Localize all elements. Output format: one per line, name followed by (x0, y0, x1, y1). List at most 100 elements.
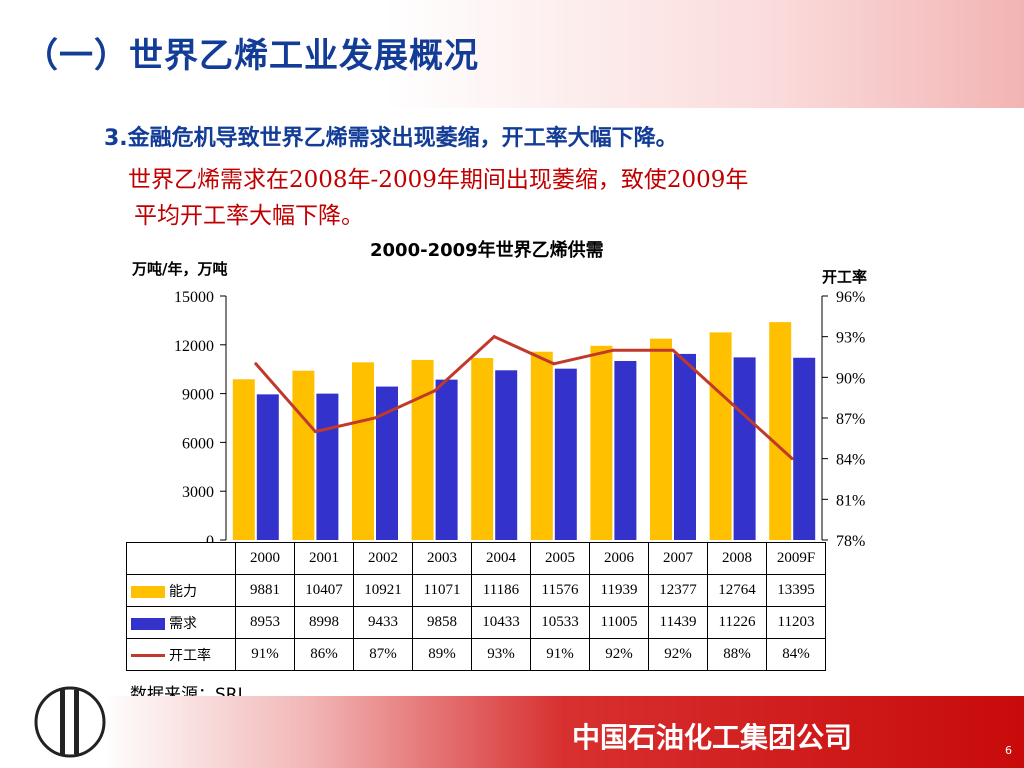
table-cell: 9433 (353, 606, 413, 639)
demand-bar (614, 360, 637, 540)
left-tick-label: 3000 (182, 484, 214, 501)
sinopec-logo-icon (34, 686, 106, 758)
capacity-bar (650, 338, 672, 540)
table-header-row: 2000 2001 2002 2003 2004 2005 2006 2007 … (126, 542, 826, 575)
rate-point (254, 362, 258, 366)
table-cell: 92% (589, 638, 649, 671)
table-cell: 10533 (530, 606, 590, 639)
table-cell: 11576 (530, 574, 590, 607)
right-tick-label: 81% (836, 492, 865, 509)
table-cell: 9858 (412, 606, 472, 639)
rate-point (552, 362, 556, 366)
capacity-bar (292, 370, 315, 540)
right-axis-label: 开工率 (822, 268, 868, 286)
table-cell: 9881 (235, 574, 295, 607)
demand-bar (733, 357, 756, 540)
right-tick-label: 84% (836, 452, 865, 469)
table-cell: 86% (294, 638, 354, 671)
table-cell: 11439 (648, 606, 708, 639)
legend-capacity: 能力 (126, 574, 236, 607)
table-cell: 91% (235, 638, 295, 671)
demand-bar (495, 370, 518, 540)
table-header-cell: 2006 (589, 542, 649, 575)
demand-bar (554, 368, 577, 540)
chart-title: 2000-2009年世界乙烯供需 (370, 240, 604, 261)
table-cell: 84% (766, 638, 826, 671)
rate-swatch (131, 654, 165, 657)
table-cell: 8953 (235, 606, 295, 639)
left-tick-label: 9000 (182, 387, 214, 404)
table-cell: 11186 (471, 574, 531, 607)
header-band (0, 0, 1024, 108)
legend-label: 需求 (169, 615, 197, 632)
table-cell: 12764 (707, 574, 767, 607)
table-cell: 92% (648, 638, 708, 671)
table-header-cell: 2008 (707, 542, 767, 575)
table-header-cell: 2003 (412, 542, 472, 575)
table-row-demand: 需求 8953 8998 9433 9858 10433 10533 11005… (126, 606, 826, 639)
rate-point (433, 389, 437, 393)
demand-bar (435, 379, 458, 540)
capacity-bar (411, 359, 434, 540)
table-cell: 10921 (353, 574, 413, 607)
demand-bar (674, 353, 696, 540)
table-cell: 88% (707, 638, 767, 671)
table-header-cell: 2007 (648, 542, 708, 575)
left-tick-label: 0 (206, 533, 214, 550)
rate-line (254, 334, 794, 460)
left-tick-label: 6000 (182, 435, 214, 452)
legend-demand: 需求 (126, 606, 236, 639)
note-line-2: 平均开工率大幅下降。 (134, 203, 364, 229)
table-cell: 10433 (471, 606, 531, 639)
left-axis-label: 万吨/年，万吨 (132, 260, 228, 278)
capacity-swatch (131, 585, 165, 598)
left-tick-label: 15000 (174, 289, 214, 306)
table-cell: 10407 (294, 574, 354, 607)
red-note: 世界乙烯需求在2008年-2009年期间出现萎缩，致使2009年 平均开工率大幅… (128, 162, 948, 234)
rate-point (373, 416, 377, 420)
key-point: 3.金融危机导致世界乙烯需求出现萎缩，开工率大幅下降。 (104, 126, 678, 151)
demand-bar (256, 394, 279, 540)
table-cell: 12377 (648, 574, 708, 607)
rate-point (611, 348, 615, 352)
right-tick-label: 96% (836, 289, 865, 306)
table-header-cell: 2005 (530, 542, 590, 575)
table-header-cell: 2000 (235, 542, 295, 575)
demand-bar (316, 393, 339, 540)
legend-label: 开工率 (169, 647, 211, 664)
demand-bar (793, 357, 816, 540)
right-tick-label: 93% (836, 330, 865, 347)
table-cell: 11203 (766, 606, 826, 639)
table-row-rate: 开工率 91% 86% 87% 89% 93% 91% 92% 92% 88% … (126, 638, 826, 671)
note-line-1: 世界乙烯需求在2008年-2009年期间出现萎缩，致使2009年 (128, 167, 749, 193)
company-name: 中国石油化工集团公司 (572, 721, 853, 754)
table-cell: 87% (353, 638, 413, 671)
footer-band (0, 696, 1024, 768)
table-header-cell: 2001 (294, 542, 354, 575)
capacity-bar (352, 362, 374, 540)
table-cell: 11071 (412, 574, 472, 607)
table-header-cell: 2002 (353, 542, 413, 575)
capacity-bar (709, 332, 732, 540)
right-tick-label: 90% (836, 370, 865, 387)
rate-point (313, 430, 317, 434)
rate-point (671, 348, 675, 352)
table-header-cell: 2004 (471, 542, 531, 575)
legend-rate: 开工率 (126, 638, 236, 671)
legend-label: 能力 (169, 583, 197, 600)
header-decoration (384, 0, 1024, 108)
table-cell: 8998 (294, 606, 354, 639)
capacity-bar (590, 345, 613, 540)
capacity-bar (471, 358, 494, 540)
right-tick-label: 78% (836, 533, 865, 550)
table-cell: 11005 (589, 606, 649, 639)
page-number: 6 (1005, 744, 1012, 757)
data-table: 2000 2001 2002 2003 2004 2005 2006 2007 … (126, 542, 826, 671)
rate-point (790, 457, 794, 461)
left-tick-label: 12000 (174, 338, 214, 355)
table-cell: 93% (471, 638, 531, 671)
capacity-bar (530, 351, 553, 540)
table-cell: 89% (412, 638, 472, 671)
table-cell: 91% (530, 638, 590, 671)
